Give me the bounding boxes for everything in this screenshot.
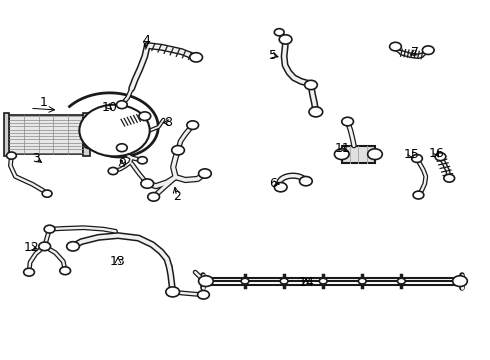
Circle shape (166, 287, 179, 297)
Circle shape (24, 268, 34, 276)
Text: 7: 7 (411, 46, 419, 59)
Circle shape (435, 153, 446, 161)
Text: 9: 9 (118, 157, 126, 170)
Circle shape (368, 149, 382, 159)
Circle shape (190, 53, 202, 62)
Circle shape (453, 276, 467, 287)
Circle shape (280, 278, 288, 284)
Circle shape (334, 149, 349, 159)
Text: 12: 12 (24, 241, 39, 254)
Text: 1: 1 (40, 96, 48, 109)
Text: 14: 14 (298, 276, 314, 289)
Circle shape (117, 144, 127, 152)
Circle shape (60, 267, 71, 275)
Circle shape (319, 278, 327, 284)
Circle shape (6, 152, 16, 159)
Circle shape (299, 176, 312, 186)
Text: 10: 10 (101, 101, 117, 114)
Circle shape (187, 121, 198, 130)
Circle shape (444, 174, 455, 182)
Circle shape (148, 193, 159, 201)
Circle shape (67, 242, 79, 251)
Circle shape (274, 29, 284, 36)
Circle shape (241, 278, 249, 284)
Circle shape (305, 80, 318, 90)
Circle shape (198, 169, 211, 178)
Bar (3, 113, 9, 156)
Circle shape (100, 120, 129, 141)
Circle shape (138, 157, 147, 164)
Circle shape (139, 112, 151, 121)
Circle shape (197, 291, 209, 299)
Circle shape (141, 179, 154, 188)
Circle shape (390, 42, 401, 51)
Text: 5: 5 (270, 49, 277, 62)
Circle shape (44, 225, 55, 233)
Circle shape (412, 154, 422, 162)
Circle shape (79, 105, 150, 156)
Text: 3: 3 (32, 152, 40, 165)
Circle shape (309, 107, 323, 117)
Text: 6: 6 (270, 177, 277, 190)
Text: 16: 16 (429, 147, 444, 159)
Circle shape (108, 167, 118, 175)
Text: 8: 8 (164, 116, 172, 129)
Circle shape (342, 117, 353, 126)
Circle shape (172, 145, 184, 155)
Text: 13: 13 (110, 255, 126, 268)
Circle shape (198, 276, 213, 287)
Circle shape (117, 101, 127, 109)
Circle shape (42, 190, 52, 197)
Circle shape (413, 191, 424, 199)
Text: 2: 2 (172, 190, 180, 203)
Circle shape (84, 120, 96, 129)
Bar (342, 145, 375, 163)
Bar (83, 113, 90, 156)
Circle shape (422, 46, 434, 54)
Circle shape (84, 140, 96, 149)
Circle shape (274, 183, 287, 192)
Bar (9, 115, 83, 154)
Circle shape (358, 278, 366, 284)
Circle shape (39, 242, 50, 251)
Text: 15: 15 (403, 148, 419, 161)
Circle shape (279, 35, 292, 44)
Circle shape (397, 278, 405, 284)
Text: 4: 4 (143, 34, 150, 48)
Circle shape (106, 124, 123, 137)
Text: 11: 11 (335, 142, 351, 155)
